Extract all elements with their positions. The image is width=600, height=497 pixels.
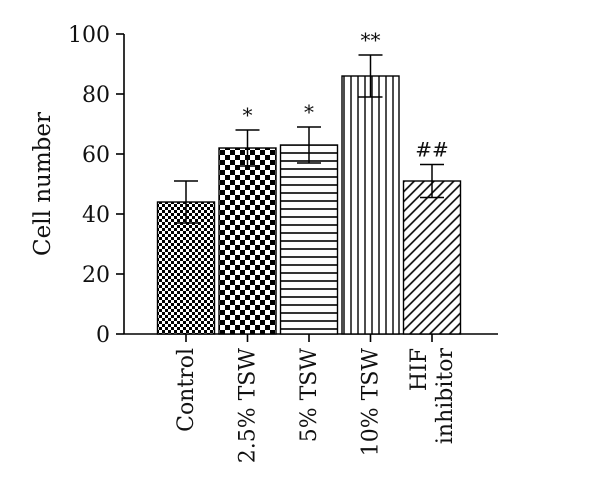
category-label: inhibitor (433, 348, 458, 445)
category-label: 10% TSW (359, 348, 384, 457)
significance-marker: ** (361, 28, 381, 52)
category-label: Control (174, 348, 199, 432)
bar (156, 201, 216, 335)
bar (341, 75, 400, 335)
error-bars (174, 54, 444, 224)
bar (218, 147, 277, 335)
significance-markers: * ***## (243, 28, 449, 162)
y-tick-label: 0 (96, 323, 110, 348)
y-tick-label: 60 (82, 143, 110, 168)
category-label: HIF (407, 348, 432, 391)
y-tick-label: 40 (82, 203, 110, 228)
bar (402, 180, 462, 335)
category-labels: Control 2.5% TSW 5% TSW 10% TSW HIF inhibitor (174, 348, 458, 464)
bars (156, 75, 462, 335)
y-tick-label: 20 (82, 263, 110, 288)
category-label: 2.5% TSW (236, 348, 261, 464)
significance-marker: * (304, 100, 314, 124)
category-label: 5% TSW (297, 348, 322, 443)
x-axis (124, 333, 498, 342)
y-tick-label: 80 (82, 83, 110, 108)
significance-marker: * (243, 103, 253, 127)
bar (279, 144, 339, 335)
y-axis: 0 20 40 60 80 100 (68, 23, 125, 348)
y-axis-title: Cell number (30, 112, 56, 256)
significance-marker: ## (415, 138, 449, 162)
y-tick-label: 100 (68, 23, 110, 48)
